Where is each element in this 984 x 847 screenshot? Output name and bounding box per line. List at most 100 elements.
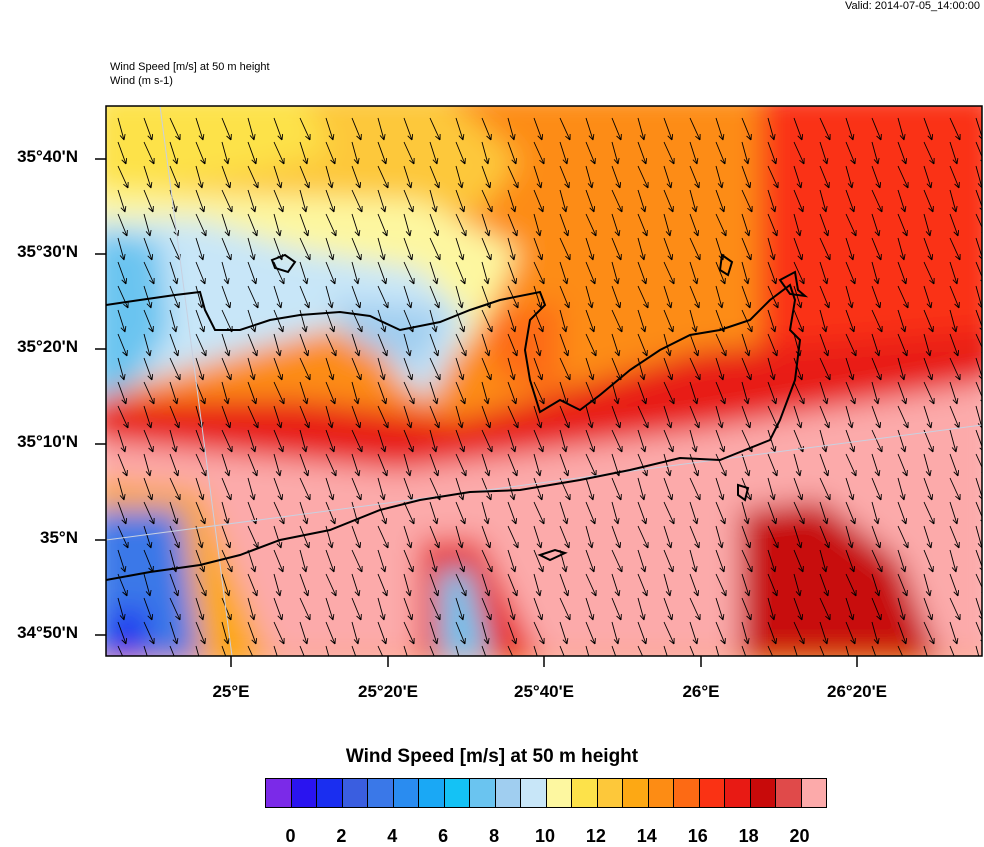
wind-arrow [637,141,648,165]
wind-arrow [637,597,646,621]
wind-arrow [481,477,492,501]
colorbar-label: 8 [489,826,500,846]
wind-arrow [741,381,750,405]
wind-arrow [897,237,906,261]
wind-arrow [923,213,932,237]
wind-arrow [273,381,285,405]
wind-arrow [143,429,154,453]
wind-arrow [949,213,960,237]
wind-arrow [429,285,440,309]
wind-arrow [507,309,517,333]
wind-arrow [793,405,803,429]
wind-arrow [351,165,362,189]
wind-arrow [611,309,623,333]
wind-arrow [507,549,517,573]
wind-arrow [195,573,207,597]
plot-title-line1: Wind Speed [m/s] at 50 m height [110,61,270,73]
wind-arrow [975,213,982,234]
wind-arrow [221,645,227,656]
wind-arrow [299,117,311,141]
wind-arrow [845,429,856,453]
wind-arrow [143,405,153,429]
wind-arrow [819,621,829,645]
wind-arrow [117,621,128,645]
wind-arrow [325,189,336,213]
wind-arrow [377,333,388,357]
wind-arrow [351,357,362,381]
wind-arrow [741,357,752,381]
wind-arrow [923,141,935,165]
plot-titles: Wind Speed [m/s] at 50 m height Wind (m … [110,60,270,88]
wind-arrow [455,357,465,381]
wind-arrow [949,237,961,261]
wind-arrow [507,237,516,261]
wind-arrow [949,453,960,477]
wind-arrow [897,573,908,597]
wind-arrow [611,477,622,501]
wind-arrow [143,357,154,381]
wind-arrow [871,645,877,656]
wind-arrow [819,525,830,549]
wind-arrow [273,429,284,453]
colorbar-label: 4 [387,826,398,846]
wind-arrow [689,381,699,405]
lat-label-35-30: 35°30'N [17,242,78,261]
coastlines [106,253,809,581]
colorbar-label: 14 [636,826,657,846]
colorbar-label: 6 [438,826,449,846]
wind-arrow [923,429,934,453]
wind-arrow [143,309,154,333]
wind-arrow [273,477,284,501]
wind-arrow [741,141,750,165]
wind-arrow [897,477,906,501]
wind-arrow [637,333,648,357]
wind-arrow [351,645,357,656]
wind-arrow [429,429,438,453]
wind-arrow [117,597,126,621]
wind-arrow [273,525,283,549]
wind-arrow [169,621,179,645]
wind-arrow [819,429,828,453]
wind-arrow [403,453,412,477]
wind-arrow [507,141,518,165]
wind-arrow [143,261,155,285]
wind-arrow [871,501,880,525]
wind-arrow [195,117,205,141]
wind-arrow [455,429,466,453]
wind-arrow [767,213,778,237]
wind-arrow [845,525,854,549]
colorbar-bin [342,779,368,807]
wind-arrow [689,261,699,285]
wind-arrow [611,117,622,141]
wind-arrow [793,621,805,645]
wind-arrow [949,549,958,573]
wind-arrow [481,141,490,165]
wind-arrow [767,165,779,189]
wind-arrow [715,573,727,597]
wind-arrow [247,381,258,405]
wind-arrow [221,501,230,525]
wind-arrow [611,429,623,453]
wind-arrow [923,573,932,597]
wind-arrow [455,213,467,237]
wind-arrow [377,429,387,453]
colorbar-label: 20 [789,826,810,846]
wind-arrow [689,645,695,656]
wind-arrow [819,165,830,189]
wind-arrow [169,381,179,405]
colorbar-bin [495,779,521,807]
wind-arrow [247,597,256,621]
wind-arrow [897,333,908,357]
wind-arrow [403,501,415,525]
wind-arrow [169,141,179,165]
wind-arrow [585,477,595,501]
wind-arrow [741,549,753,573]
wind-arrow [169,117,181,141]
graticule-lines [106,106,982,656]
wind-arrow [689,285,700,309]
wind-arrow [377,645,384,656]
wind-arrow [117,501,128,525]
wind-arrow [767,621,778,645]
wind-arrow [871,357,882,381]
wind-arrow [897,189,907,213]
